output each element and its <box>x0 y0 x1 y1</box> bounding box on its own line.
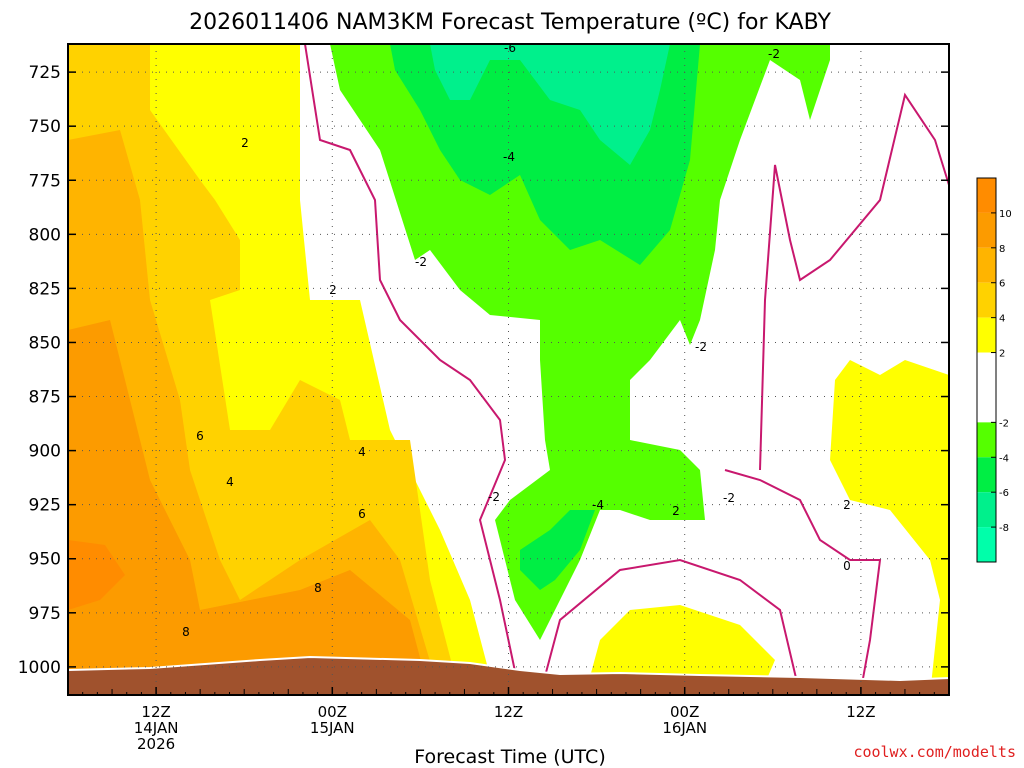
colorbar-band <box>977 247 996 283</box>
y-tick-label: 975 <box>29 604 61 624</box>
chart-title: 2026011406 NAM3KM Forecast Temperature (… <box>189 10 831 35</box>
contour-label: 2 <box>843 498 851 512</box>
colorbar-tick-label: -2 <box>999 418 1009 429</box>
contour-label: -2 <box>488 490 500 504</box>
x-axis-label: Forecast Time (UTC) <box>414 746 605 768</box>
contour-label: 0 <box>843 559 851 573</box>
contour-label: 8 <box>182 625 190 639</box>
terrain-surface <box>68 657 949 695</box>
contour-label: -2 <box>415 255 427 269</box>
colorbar-tick-label: -6 <box>999 488 1009 499</box>
contour-label: -4 <box>503 150 515 164</box>
cold-region-minus4c-low <box>520 510 595 590</box>
contour-label: 2 <box>329 283 337 297</box>
colorbar-tick-label: 2 <box>999 349 1005 360</box>
y-tick-label: 750 <box>29 117 61 137</box>
colorbar-tick-label: 8 <box>999 244 1005 255</box>
colorbar: 10 8 6 4 2 -2 -4 -6 -8 <box>976 177 1012 563</box>
contour-label: 2 <box>672 504 680 518</box>
colorbar-band <box>977 422 996 458</box>
colorbar-frame <box>976 177 997 563</box>
warm-pocket-right <box>830 360 949 695</box>
y-tick-label: 875 <box>29 388 61 408</box>
colorbar-tick-label: 4 <box>999 314 1005 325</box>
colorbar-band <box>977 178 996 213</box>
warm-region-10c <box>68 540 125 610</box>
colorbar-band <box>977 212 996 248</box>
x-tick-label: 12Z <box>494 703 523 721</box>
colorbar-tick-label: -8 <box>999 523 1009 534</box>
colorbar-tick-label: 10 <box>999 209 1012 220</box>
plot-area <box>67 43 950 696</box>
y-tick-label: 800 <box>29 225 61 245</box>
contour-label: -2 <box>768 47 780 61</box>
colorbar-band <box>977 457 996 493</box>
colorbar-band <box>977 492 996 528</box>
contour-label: 8 <box>314 581 322 595</box>
colorbar-band <box>977 527 996 562</box>
x-tick-label: 12Z <box>846 703 875 721</box>
y-tick-label: 725 <box>29 63 61 83</box>
x-tick-label: 15JAN <box>310 719 355 737</box>
contour-labels: 2 2 4 4 6 6 8 8 -2 -2 -2 -2 -4 -4 -6 2 -2 2 0 <box>182 41 851 639</box>
y-tick-label: 775 <box>29 171 61 191</box>
y-tick-label: 850 <box>29 333 61 353</box>
contour-label: -6 <box>504 41 516 55</box>
terrain-top-edge <box>67 655 950 682</box>
x-tick-label: 2026 <box>137 735 175 753</box>
zero-degree-line-far-right <box>724 469 882 696</box>
x-tick-label: 00Z <box>670 703 699 721</box>
x-tick-label: 14JAN <box>134 719 179 737</box>
zero-degree-line-right <box>539 558 801 696</box>
x-tick-label: 00Z <box>318 703 347 721</box>
plot-frame <box>67 43 950 696</box>
zero-degree-line-upper <box>759 92 950 471</box>
contour-label: 4 <box>358 445 366 459</box>
y-tick-label: 925 <box>29 496 61 516</box>
colorbar-band <box>977 282 996 318</box>
contour-label: 4 <box>226 475 234 489</box>
y-tick-label: 950 <box>29 550 61 570</box>
zero-degree-line-left <box>304 43 521 696</box>
contour-label: 2 <box>241 136 249 150</box>
cold-region-minus6c <box>430 44 670 165</box>
y-tick-label: 825 <box>29 279 61 299</box>
y-tick-label: 1000 <box>18 658 61 678</box>
contour-label: -2 <box>695 340 707 354</box>
x-tick-label: 12Z <box>141 703 170 721</box>
x-tick-label: 16JAN <box>662 719 707 737</box>
y-axis-ticks: 725 750 775 800 825 850 875 900 925 950 975 1000 <box>18 63 949 678</box>
warm-region-8c <box>68 320 430 695</box>
colorbar-band <box>977 352 996 423</box>
y-tick-label: 900 <box>29 442 61 462</box>
contour-label: -2 <box>723 491 735 505</box>
colorbar-tick-label: 6 <box>999 279 1005 290</box>
credit-text: coolwx.com/modelts <box>853 743 1016 761</box>
colorbar-tick-label: -4 <box>999 453 1009 464</box>
contour-label: -4 <box>592 498 604 512</box>
contour-label: 6 <box>196 429 204 443</box>
contour-label: 6 <box>358 507 366 521</box>
colorbar-band <box>977 317 996 353</box>
